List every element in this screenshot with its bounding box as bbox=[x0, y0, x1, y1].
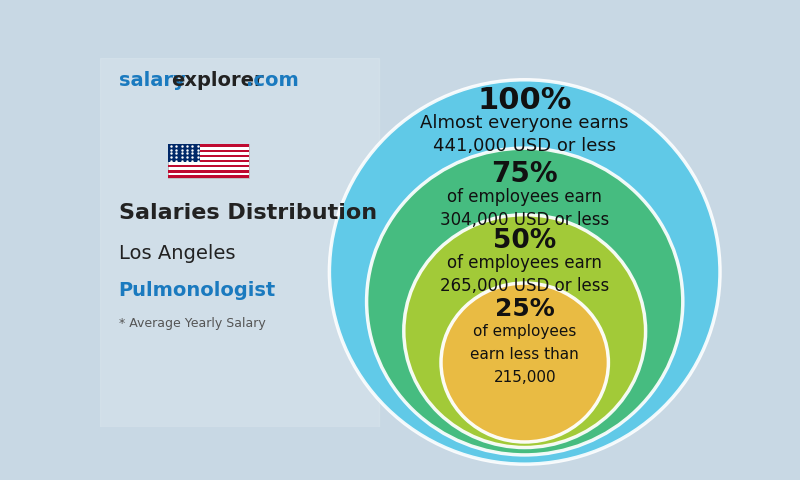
Bar bbox=[168, 144, 201, 162]
Bar bbox=[168, 170, 249, 173]
Text: Almost everyone earns: Almost everyone earns bbox=[421, 114, 629, 132]
Text: 25%: 25% bbox=[495, 297, 554, 321]
Text: of employees earn: of employees earn bbox=[447, 254, 602, 273]
Text: explorer: explorer bbox=[171, 71, 264, 90]
Ellipse shape bbox=[366, 148, 683, 455]
Text: * Average Yearly Salary: * Average Yearly Salary bbox=[118, 317, 266, 330]
Text: earn less than: earn less than bbox=[470, 347, 579, 362]
Bar bbox=[168, 150, 249, 152]
Text: 75%: 75% bbox=[491, 160, 558, 188]
Bar bbox=[168, 144, 249, 147]
Text: Salaries Distribution: Salaries Distribution bbox=[118, 203, 377, 223]
Ellipse shape bbox=[330, 80, 720, 464]
Text: .com: .com bbox=[246, 71, 298, 90]
Text: Los Angeles: Los Angeles bbox=[118, 244, 235, 263]
Text: 304,000 USD or less: 304,000 USD or less bbox=[440, 211, 610, 229]
Text: 100%: 100% bbox=[478, 85, 572, 115]
Bar bbox=[168, 165, 249, 168]
Ellipse shape bbox=[441, 283, 609, 442]
Bar bbox=[168, 175, 249, 178]
Text: 265,000 USD or less: 265,000 USD or less bbox=[440, 277, 610, 295]
Text: 215,000: 215,000 bbox=[494, 370, 556, 385]
Bar bbox=[100, 58, 379, 427]
Bar bbox=[168, 144, 249, 178]
Bar bbox=[168, 155, 249, 157]
Text: Pulmonologist: Pulmonologist bbox=[118, 281, 276, 300]
Text: of employees: of employees bbox=[473, 324, 576, 339]
Text: 50%: 50% bbox=[493, 228, 556, 253]
Text: 441,000 USD or less: 441,000 USD or less bbox=[433, 137, 616, 155]
Text: of employees earn: of employees earn bbox=[447, 188, 602, 206]
Bar bbox=[168, 160, 249, 162]
Text: salary: salary bbox=[118, 71, 186, 90]
Ellipse shape bbox=[404, 215, 646, 447]
